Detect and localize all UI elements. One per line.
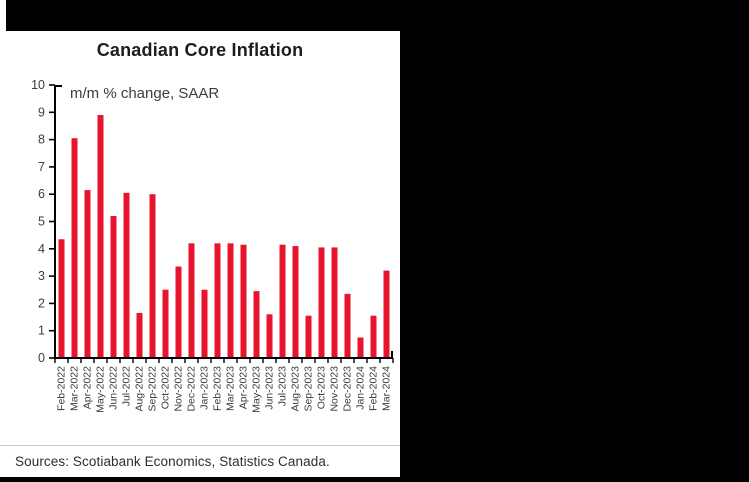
x-tick-label: Feb-2024 <box>368 366 380 411</box>
x-tick-label: Mar-2023 <box>225 366 237 411</box>
x-tick-label: Apr-2023 <box>238 366 250 409</box>
bar-Feb-2023 <box>214 243 221 358</box>
bar-Feb-2022 <box>58 239 65 358</box>
x-tick-label: Oct-2023 <box>316 366 328 409</box>
chart-title: Canadian Core Inflation <box>96 40 304 60</box>
x-tick-label: Aug-2023 <box>290 366 302 412</box>
bar-Sep-2023 <box>305 315 312 359</box>
bar-Jun-2022 <box>110 216 117 358</box>
bar-Nov-2023 <box>331 247 338 358</box>
y-tick-label: 0 <box>38 351 45 365</box>
x-tick-label: Dec-2022 <box>186 366 198 412</box>
bar-Apr-2022 <box>84 190 91 358</box>
y-tick-label: 7 <box>38 160 45 174</box>
bar-Dec-2022 <box>188 243 195 358</box>
bar-Dec-2023 <box>344 293 351 359</box>
bar-Oct-2023 <box>318 247 325 358</box>
y-tick-label: 8 <box>38 133 45 147</box>
bar-Jul-2023 <box>279 244 286 358</box>
x-tick-label: Feb-2022 <box>56 366 68 411</box>
x-tick-label: Oct-2022 <box>160 366 172 409</box>
bar-May-2023 <box>253 291 260 359</box>
bar-Jul-2022 <box>123 192 130 358</box>
x-tick-label: Jun-2022 <box>108 366 120 410</box>
bar-May-2022 <box>97 115 104 358</box>
x-tick-label: May-2023 <box>251 366 263 413</box>
y-tick-label: 6 <box>38 187 45 201</box>
x-tick-label: Apr-2022 <box>82 366 94 409</box>
bar-Aug-2022 <box>136 312 143 358</box>
x-tick-label: Jul-2023 <box>277 366 289 406</box>
bar-Aug-2023 <box>292 246 299 358</box>
x-tick-label: Aug-2022 <box>134 366 146 412</box>
x-tick-label: Dec-2023 <box>342 366 354 412</box>
x-tick-label: Nov-2023 <box>329 366 341 412</box>
y-tick-label: 3 <box>38 269 45 283</box>
y-tick-label: 10 <box>31 78 45 92</box>
chart-subtitle: m/m % change, SAAR <box>70 85 219 102</box>
bar-Mar-2024 <box>383 270 390 358</box>
bar-Jun-2023 <box>266 314 273 358</box>
x-tick-label: Jan-2023 <box>199 366 211 410</box>
x-tick-label: Sep-2022 <box>147 366 159 412</box>
x-tick-label: Jan-2024 <box>355 366 367 410</box>
y-tick-label: 2 <box>38 296 45 310</box>
x-tick-label: Jun-2023 <box>264 366 276 410</box>
x-tick-label: Feb-2023 <box>212 366 224 411</box>
x-tick-label: Nov-2022 <box>173 366 185 412</box>
y-tick-label: 1 <box>38 324 45 338</box>
top-left-white-sliver <box>0 0 6 32</box>
x-tick-label: May-2022 <box>95 366 107 413</box>
y-tick-label: 5 <box>38 215 45 229</box>
y-tick-label: 4 <box>38 242 45 256</box>
bar-Sep-2022 <box>149 194 156 358</box>
bar-Nov-2022 <box>175 266 182 358</box>
separator-line <box>0 445 400 446</box>
bar-Oct-2022 <box>162 289 169 358</box>
y-tick-label: 9 <box>38 105 45 119</box>
bar-Mar-2023 <box>227 243 234 358</box>
chart-card: Canadian Core Inflation m/m % change, SA… <box>0 31 400 477</box>
x-tick-label: Sep-2023 <box>303 366 315 412</box>
bar-Mar-2022 <box>71 138 78 358</box>
bar-Jan-2023 <box>201 289 208 358</box>
bar-Apr-2023 <box>240 244 247 358</box>
bar-Feb-2024 <box>370 315 377 359</box>
source-note: Sources: Scotiabank Economics, Statistic… <box>15 454 330 469</box>
bar-Jan-2024 <box>357 337 364 358</box>
x-tick-label: Jul-2022 <box>121 366 133 406</box>
x-tick-label: Mar-2024 <box>381 366 393 411</box>
x-tick-label: Mar-2022 <box>69 366 81 411</box>
